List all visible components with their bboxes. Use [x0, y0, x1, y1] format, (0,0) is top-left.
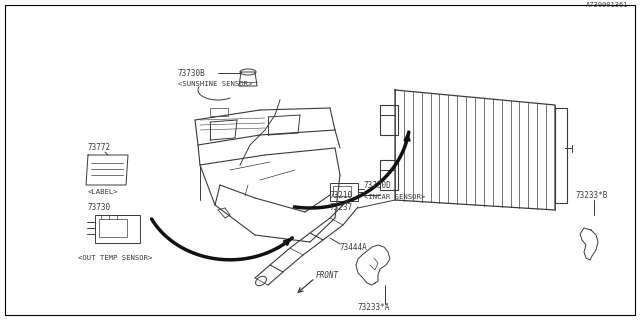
Text: 73730B: 73730B [178, 68, 205, 77]
Text: <OUT TEMP SENSOR>: <OUT TEMP SENSOR> [78, 255, 152, 261]
Bar [333, 186, 351, 196]
Text: 73237: 73237 [330, 204, 353, 212]
Text: FRONT: FRONT [316, 271, 339, 281]
Bar [99, 219, 127, 237]
Text: 73730: 73730 [88, 204, 111, 212]
Text: <SUNSHINE SENSOR>: <SUNSHINE SENSOR> [178, 81, 252, 87]
Bar [380, 160, 398, 190]
Bar [330, 183, 358, 201]
Text: 73210: 73210 [330, 190, 353, 199]
Bar [95, 215, 140, 243]
Text: 73772: 73772 [88, 143, 111, 153]
Bar [380, 105, 398, 135]
Bar [210, 108, 228, 116]
Text: A730001361: A730001361 [586, 2, 628, 8]
Text: 73730D: 73730D [364, 181, 392, 190]
Text: <INCAR SENSOR>: <INCAR SENSOR> [364, 194, 425, 200]
Text: 73233*A: 73233*A [358, 303, 390, 313]
Text: 73444A: 73444A [340, 243, 368, 252]
Text: 73233*B: 73233*B [575, 190, 607, 199]
Text: <LABEL>: <LABEL> [88, 189, 118, 195]
Bar [555, 108, 567, 203]
